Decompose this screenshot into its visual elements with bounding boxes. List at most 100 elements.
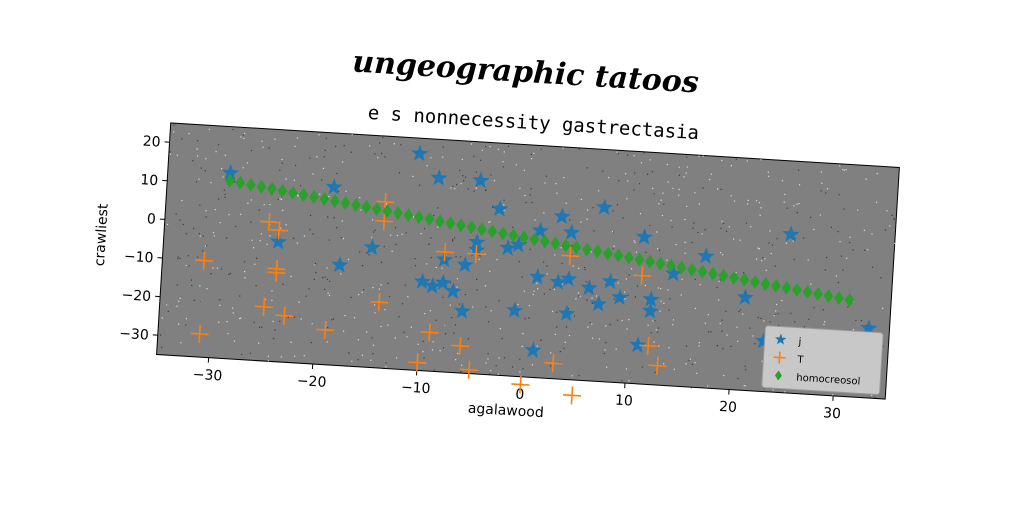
noise-dot (585, 280, 587, 283)
noise-dot (612, 210, 614, 212)
noise-dot (312, 233, 314, 235)
noise-dot (657, 331, 659, 333)
noise-dot (493, 179, 496, 182)
noise-dot (760, 159, 762, 161)
noise-dot (519, 187, 521, 189)
noise-dot (698, 203, 701, 205)
noise-dot (803, 326, 805, 328)
noise-dot (380, 284, 382, 286)
noise-dot (460, 256, 462, 258)
point-homocreosol (582, 242, 592, 257)
noise-dot (404, 284, 406, 286)
noise-dot (776, 303, 778, 306)
noise-dot (530, 188, 532, 190)
noise-dot (188, 132, 190, 135)
noise-dot (658, 203, 660, 205)
noise-dot (476, 289, 478, 291)
noise-dot (390, 234, 392, 236)
noise-dot (503, 204, 505, 206)
point-T (544, 354, 563, 373)
y-tick-label: 0 (146, 211, 156, 228)
noise-dot (326, 278, 329, 280)
noise-dot (461, 158, 463, 161)
point-j (665, 264, 683, 282)
noise-dot (839, 165, 841, 167)
point-homocreosol (540, 234, 550, 249)
noise-dot (454, 187, 456, 190)
noise-dot (875, 201, 878, 203)
noise-dot (591, 337, 594, 339)
noise-dot (372, 344, 375, 346)
noise-dot (518, 261, 520, 263)
point-homocreosol (666, 258, 676, 273)
point-homocreosol (361, 200, 372, 215)
noise-dot (531, 201, 533, 204)
noise-dot (460, 371, 462, 373)
point-homocreosol (445, 216, 456, 231)
noise-dot (422, 350, 424, 353)
noise-dot (406, 336, 408, 338)
noise-dot (420, 232, 422, 235)
noise-dot (172, 131, 175, 133)
noise-dot (430, 157, 432, 159)
noise-dot (709, 178, 711, 181)
noise-dot (672, 319, 675, 321)
noise-dot (643, 152, 645, 154)
noise-dot (478, 258, 480, 261)
noise-dot (525, 201, 527, 204)
noise-dot (368, 254, 370, 256)
noise-dot (246, 162, 248, 164)
noise-dot (666, 163, 669, 166)
point-homocreosol (687, 262, 697, 277)
noise-dot (820, 190, 822, 192)
noise-dot (630, 268, 633, 270)
noise-dot (563, 176, 565, 179)
noise-dot (455, 183, 458, 186)
noise-dot (839, 240, 841, 243)
noise-dot (871, 394, 873, 397)
point-j (270, 232, 288, 250)
noise-dot (492, 206, 494, 208)
noise-dot (296, 242, 298, 244)
noise-dot (689, 358, 691, 361)
noise-dot (190, 279, 193, 281)
noise-dot (688, 359, 690, 361)
noise-dot (691, 241, 693, 244)
noise-dot (258, 326, 261, 328)
noise-dot (285, 178, 287, 180)
noise-dot (656, 231, 658, 233)
noise-dot (586, 167, 588, 169)
noise-dot (341, 220, 344, 222)
noise-dot (739, 239, 741, 241)
noise-dot (512, 366, 514, 368)
noise-dot (371, 337, 373, 339)
noise-dot (517, 303, 519, 306)
noise-dot (231, 307, 234, 309)
point-homocreosol (781, 280, 792, 295)
noise-dot (857, 209, 859, 211)
noise-dot (598, 190, 600, 192)
noise-dot (232, 128, 234, 131)
noise-dot (374, 229, 376, 231)
noise-dot (826, 188, 829, 190)
noise-dot (738, 310, 740, 313)
noise-dot (398, 316, 400, 318)
noise-dot (622, 217, 624, 219)
noise-dot (422, 340, 424, 342)
noise-dot (348, 352, 350, 354)
noise-dot (228, 273, 230, 276)
point-j (331, 255, 349, 273)
noise-dot (224, 154, 226, 156)
noise-dot (785, 242, 787, 244)
noise-dot (496, 258, 498, 261)
noise-dot (179, 257, 181, 259)
noise-dot (546, 265, 548, 267)
noise-dot (660, 300, 662, 302)
noise-dot (651, 187, 654, 190)
y-tick-label: −20 (121, 287, 151, 305)
noise-dot (552, 310, 554, 313)
noise-dot (660, 288, 662, 290)
noise-dot (653, 341, 655, 343)
noise-dot (405, 232, 407, 234)
legend-label: T (796, 355, 805, 366)
